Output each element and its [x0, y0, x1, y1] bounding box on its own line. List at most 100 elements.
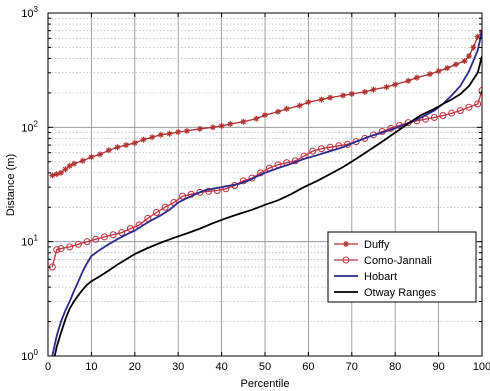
series-como-jannali-point: [205, 187, 213, 195]
series-como-jannali-point: [83, 238, 91, 246]
legend-label: Hobart: [364, 271, 397, 283]
series-duffy-point: [196, 125, 203, 132]
series-como-jannali-point: [74, 240, 82, 248]
y-tick-label: 100: [21, 348, 38, 363]
x-tick-label: 100: [473, 361, 490, 373]
series-duffy-point: [392, 81, 399, 88]
series-duffy-point: [97, 151, 104, 158]
legend-item-duffy: Duffy: [334, 239, 390, 251]
series-como-jannali-point: [474, 100, 482, 108]
legend-item-como-jannali: Como-Jannali: [334, 255, 432, 267]
series-duffy-point: [209, 124, 216, 131]
series-duffy-point: [157, 131, 164, 138]
series-duffy-point: [71, 160, 78, 167]
series-como-jannali-point: [144, 214, 152, 222]
y-tick-base: 10: [21, 351, 33, 363]
series-duffy-point: [426, 71, 433, 78]
series-duffy-point: [175, 129, 182, 136]
series-duffy-point: [114, 144, 121, 151]
series-como-jannali-point: [439, 111, 447, 119]
series-como-jannali-point: [118, 229, 126, 237]
legend-label: Otway Ranges: [364, 287, 437, 299]
series-como-jannali-point: [66, 243, 74, 251]
series-duffy-point: [383, 84, 390, 91]
y-tick-label: 103: [21, 5, 38, 20]
series-duffy-point: [318, 96, 325, 103]
series-layer: [48, 29, 482, 356]
x-tick-label: 10: [85, 361, 97, 373]
series-duffy-point: [296, 102, 303, 109]
series-duffy-point: [66, 162, 73, 169]
y-tick-exponent: 0: [34, 348, 39, 357]
series-como-jannali-point: [53, 246, 61, 254]
series-duffy-point: [253, 115, 260, 122]
series-otway-ranges: [53, 55, 482, 356]
legend-item-otway-ranges: Otway Ranges: [334, 287, 437, 299]
y-axis-label: Distance (m): [5, 154, 17, 216]
x-tick-label: 40: [215, 361, 227, 373]
legend-label: Como-Jannali: [364, 255, 432, 267]
series-duffy-point: [305, 99, 312, 106]
x-tick-label: 90: [432, 361, 444, 373]
series-duffy-point: [275, 108, 282, 115]
x-tick-label: 20: [129, 361, 141, 373]
series-como-jannali-point: [352, 138, 360, 146]
y-tick-exponent: 3: [34, 5, 39, 14]
legend-point: [343, 241, 349, 247]
y-tick-base: 10: [21, 8, 33, 20]
x-tick-label: 70: [346, 361, 358, 373]
series-como-jannali-point: [126, 225, 134, 233]
series-duffy-point: [131, 139, 138, 146]
x-axis-label: Percentile: [241, 378, 290, 390]
series-duffy-point: [183, 127, 190, 134]
series-duffy-point: [79, 157, 86, 164]
y-tick-exponent: 1: [34, 234, 39, 243]
series-duffy-point: [348, 90, 355, 97]
series-duffy: [49, 29, 482, 179]
series-duffy-point: [413, 74, 420, 81]
y-tick-label: 102: [21, 119, 38, 134]
x-tick-label: 60: [302, 361, 314, 373]
series-como-jannali-point: [448, 109, 456, 117]
y-tick-base: 10: [21, 237, 33, 249]
y-tick-label: 101: [21, 234, 38, 249]
legend: Duffy Como-Jannali Hobart Otway Ranges: [327, 231, 477, 303]
series-duffy-point: [123, 142, 130, 149]
series-duffy-point: [58, 169, 65, 176]
series-duffy-point: [361, 88, 368, 95]
series-duffy-point: [452, 61, 459, 68]
series-duffy-point: [435, 68, 442, 75]
series-como-jannali-point: [430, 113, 438, 121]
series-duffy-point: [227, 120, 234, 127]
series-duffy-point: [470, 44, 477, 51]
x-tick-label: 50: [259, 361, 271, 373]
series-como-jannali-point: [153, 208, 160, 216]
series-duffy-point: [262, 112, 268, 119]
series-duffy-point: [105, 147, 112, 154]
series-como-jannali-point: [92, 235, 100, 243]
series-como-jannali-point: [456, 107, 464, 115]
series-como-jannali-point: [196, 188, 204, 196]
series-como-jannali-point: [179, 192, 187, 200]
series-duffy-point: [62, 166, 69, 173]
legend-point: [342, 256, 350, 264]
series-duffy-point: [166, 130, 173, 137]
series-line-otway-ranges: [53, 55, 482, 356]
series-duffy-point: [370, 86, 377, 93]
series-como-jannali-point: [57, 245, 65, 253]
series-como-jannali-point: [161, 203, 169, 211]
y-tick-base: 10: [21, 122, 33, 134]
series-como-jannali-point: [100, 233, 108, 241]
series-como-jannali-point: [465, 103, 473, 111]
x-tick-label: 80: [389, 361, 401, 373]
series-duffy-point: [465, 53, 472, 60]
series-duffy-point: [240, 118, 247, 125]
series-duffy-point: [327, 94, 334, 101]
x-tick-label: 0: [45, 361, 51, 373]
series-como-jannali-point: [478, 86, 482, 94]
series-como-jannali-point: [309, 147, 317, 155]
series-como-jannali-point: [109, 231, 117, 239]
series-duffy-point: [218, 122, 225, 129]
